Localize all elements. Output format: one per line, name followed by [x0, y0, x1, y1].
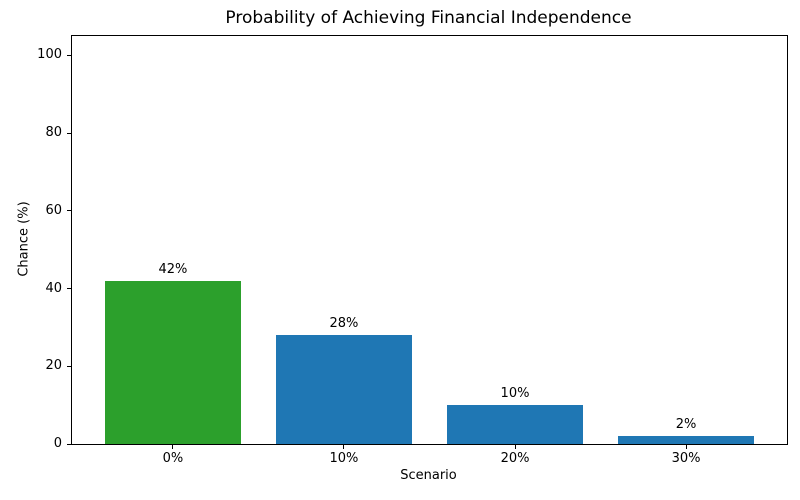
y-tick-mark — [67, 365, 72, 367]
y-tick-label: 40 — [45, 280, 62, 296]
y-tick-label: 20 — [45, 358, 62, 374]
bar — [275, 335, 413, 444]
bar-value-label: 28% — [329, 316, 359, 332]
x-tick-label: 0% — [162, 451, 184, 466]
x-tick-mark — [685, 444, 687, 449]
y-tick-mark — [67, 210, 72, 212]
bar-value-label: 42% — [158, 261, 188, 277]
bar-value-label: 2% — [675, 417, 697, 433]
bar — [104, 280, 242, 444]
y-tick-mark — [67, 132, 72, 134]
x-tick-mark — [343, 444, 345, 449]
y-tick-mark — [67, 443, 72, 445]
x-tick-label: 30% — [671, 451, 701, 466]
x-axis-label: Scenario — [400, 468, 457, 483]
x-tick-mark — [172, 444, 174, 449]
y-tick-label: 100 — [37, 47, 62, 63]
plot-area: 0 20 40 60 80 100 42% 0% 28% 10% 10% 20% 2% 30% — [37, 35, 788, 466]
chart-title: Probability of Achieving Financial Indep… — [225, 8, 632, 28]
y-tick-label: 0 — [53, 436, 62, 451]
x-tick-label: 20% — [500, 451, 530, 466]
y-axis-label: Chance (%) — [16, 201, 32, 277]
bar-value-label: 10% — [500, 386, 530, 402]
y-tick-mark — [67, 54, 72, 56]
y-tick-mark — [67, 288, 72, 290]
x-tick-label: 10% — [329, 451, 359, 466]
bar — [446, 405, 584, 444]
y-tick-label: 60 — [45, 202, 62, 218]
bar — [617, 436, 755, 444]
y-tick-label: 80 — [45, 125, 62, 141]
x-tick-mark — [514, 444, 516, 449]
